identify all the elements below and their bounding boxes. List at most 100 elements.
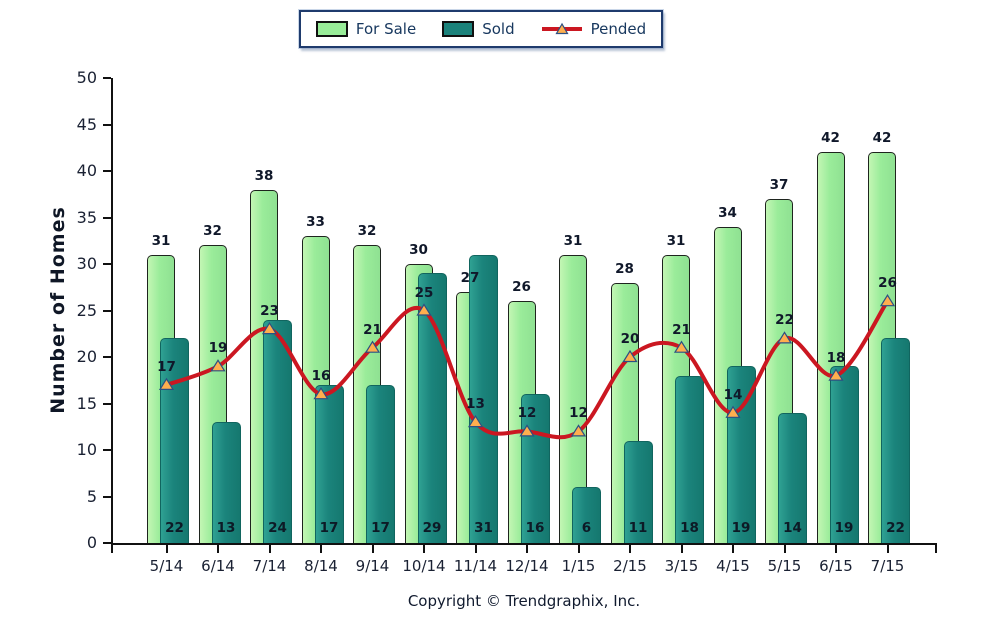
sold-value-label: 18	[680, 520, 699, 536]
bar-sold	[469, 254, 498, 543]
for-sale-value-label: 42	[872, 130, 892, 147]
x-tick	[783, 545, 786, 553]
bar-sold	[211, 422, 241, 543]
x-tick	[680, 545, 683, 553]
y-tick	[103, 263, 111, 265]
y-tick-label: 25	[76, 300, 97, 320]
y-tick	[103, 309, 111, 312]
x-tick-label: 7/14	[252, 557, 287, 575]
y-tick-label: 45	[76, 114, 97, 134]
sold-value-label: 22	[886, 520, 905, 536]
sold-value-label: 19	[731, 520, 751, 536]
sold-value-label: 16	[525, 520, 545, 536]
legend-label-pended: Pended	[590, 20, 647, 38]
sold-value-label: 19	[834, 520, 854, 536]
for-sale-value-label: 31	[151, 232, 171, 249]
for-sale-value-label: 32	[203, 223, 222, 240]
bar-sold	[881, 338, 910, 543]
y-tick	[103, 449, 111, 451]
y-tick-label: 15	[76, 393, 97, 413]
sold-value-label: 6	[581, 520, 592, 536]
x-tick-label: 6/14	[201, 557, 235, 575]
sold-value-label: 17	[319, 520, 339, 536]
x-tick	[732, 545, 734, 553]
legend-item-for-sale: For Sale	[315, 20, 417, 38]
x-tick-label: 9/14	[355, 557, 390, 575]
x-axis-end-tick	[935, 545, 937, 553]
legend-swatch-sold-icon	[442, 21, 475, 37]
x-tick-label: 3/15	[664, 557, 699, 575]
y-tick	[103, 123, 111, 126]
sold-value-label: 13	[216, 520, 236, 536]
y-tick-label: 35	[76, 207, 97, 227]
bar-sold	[417, 273, 447, 543]
x-axis-end-tick	[111, 545, 113, 553]
x-tick	[320, 545, 322, 553]
legend-pended-line-icon	[541, 22, 582, 35]
for-sale-value-label: 31	[563, 232, 583, 249]
x-tick-label: 2/15	[613, 557, 647, 575]
legend-pended-marker-icon	[541, 22, 583, 36]
y-tick-label: 30	[76, 254, 97, 273]
sold-value-label: 31	[474, 520, 493, 536]
y-tick-label: 0	[86, 533, 97, 552]
sold-value-label: 11	[628, 520, 648, 536]
copyright-text: Copyright © Trendgraphix, Inc.	[407, 592, 641, 610]
y-tick	[103, 542, 111, 544]
for-sale-value-label: 26	[512, 279, 531, 296]
legend: For Sale Sold Pended	[299, 10, 663, 48]
legend-label-sold: Sold	[482, 20, 515, 38]
x-tick-label: 10/14	[402, 557, 446, 575]
sold-value-label: 14	[783, 520, 802, 536]
bar-sold	[572, 487, 601, 543]
for-sale-value-label: 31	[666, 232, 686, 249]
for-sale-value-label: 32	[357, 223, 377, 240]
for-sale-value-label: 30	[409, 242, 428, 258]
for-sale-value-label: 34	[718, 204, 737, 221]
y-tick	[103, 402, 111, 405]
y-tick	[103, 170, 111, 172]
y-tick	[103, 216, 111, 219]
legend-item-pended: Pended	[541, 20, 647, 38]
y-tick	[103, 77, 111, 79]
for-sale-value-label: 37	[769, 176, 789, 193]
x-tick-label: 4/15	[716, 557, 750, 575]
bar-sold	[829, 366, 859, 543]
sold-value-label: 17	[371, 520, 390, 536]
x-tick	[835, 545, 837, 553]
bar-sold	[160, 338, 189, 543]
sold-value-label: 24	[268, 520, 287, 536]
x-tick	[217, 545, 219, 553]
x-tick-label: 6/15	[819, 557, 853, 575]
sold-value-label: 29	[422, 520, 442, 536]
y-tick-label: 50	[76, 68, 97, 87]
legend-swatch-for-sale-icon	[315, 21, 348, 37]
x-tick-label: 11/14	[453, 557, 498, 575]
x-tick	[526, 545, 528, 553]
bar-sold	[675, 375, 704, 543]
x-tick	[371, 545, 374, 553]
x-tick	[629, 545, 631, 553]
y-axis-line	[111, 78, 113, 545]
legend-label-for-sale: For Sale	[355, 20, 417, 38]
legend-item-sold: Sold	[442, 20, 515, 38]
x-tick	[577, 545, 580, 553]
y-tick-label: 5	[86, 486, 97, 506]
sold-value-label: 22	[165, 520, 184, 536]
x-tick	[474, 545, 477, 553]
for-sale-value-label: 27	[460, 269, 480, 286]
for-sale-value-label: 38	[254, 167, 274, 184]
y-tick-label: 10	[76, 440, 97, 459]
x-tick	[165, 545, 168, 553]
x-tick	[886, 545, 889, 553]
for-sale-value-label: 28	[615, 260, 634, 277]
bar-sold	[263, 319, 292, 543]
for-sale-value-label: 42	[821, 130, 840, 147]
x-tick-label: 8/14	[304, 557, 338, 575]
for-sale-value-label: 33	[306, 214, 325, 231]
x-axis-line	[111, 543, 937, 545]
bar-sold	[623, 440, 653, 543]
bar-sold	[726, 366, 756, 543]
